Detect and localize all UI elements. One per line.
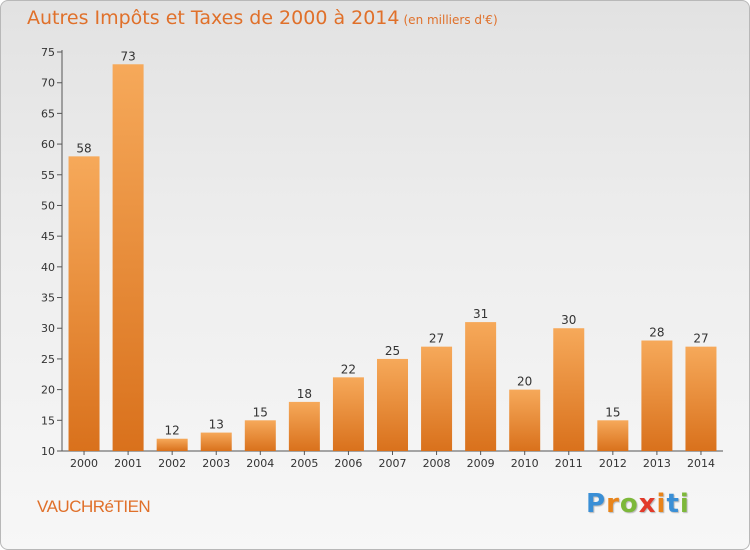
y-tick-label: 65 xyxy=(41,107,55,120)
value-label-2007: 25 xyxy=(385,344,400,358)
x-tick-label-2014: 2014 xyxy=(687,457,715,470)
y-tick-label: 15 xyxy=(41,414,55,427)
logo-letter: r xyxy=(606,489,620,519)
value-label-2013: 28 xyxy=(649,326,664,340)
x-tick-label-2005: 2005 xyxy=(290,457,318,470)
value-label-2000: 58 xyxy=(76,141,91,155)
y-tick-label: 35 xyxy=(41,292,55,305)
logo-letter: o xyxy=(619,489,639,519)
logo-letter: i xyxy=(679,489,690,519)
bar-2005 xyxy=(288,401,320,451)
commune-name: VAUCHRéTIEN xyxy=(37,497,151,516)
y-tick-label: 40 xyxy=(41,261,55,274)
value-label-2011: 30 xyxy=(561,313,576,327)
chart-title-text: Autres Impôts et Taxes de 2000 à 2014 xyxy=(27,7,400,29)
value-label-2008: 27 xyxy=(429,332,444,346)
x-tick-label-2006: 2006 xyxy=(334,457,362,470)
x-tick-label-2001: 2001 xyxy=(114,457,142,470)
value-label-2004: 15 xyxy=(253,405,268,419)
y-tick-label: 45 xyxy=(41,230,55,243)
bar-2014 xyxy=(685,346,717,451)
bar-2004 xyxy=(244,420,276,451)
chart-bars xyxy=(68,64,717,452)
bar-2006 xyxy=(332,377,364,451)
value-label-2010: 20 xyxy=(517,375,532,389)
value-label-2014: 27 xyxy=(693,332,708,346)
bar-2009 xyxy=(465,322,497,451)
value-label-2012: 15 xyxy=(605,405,620,419)
bar-2002 xyxy=(156,438,188,451)
x-tick-label-2010: 2010 xyxy=(511,457,539,470)
y-tick-label: 50 xyxy=(41,199,55,212)
chart-title: Autres Impôts et Taxes de 2000 à 2014 (en… xyxy=(27,7,498,29)
logo-letter: P xyxy=(586,489,607,519)
logo-letter: i xyxy=(656,489,667,519)
logo-letter: x xyxy=(638,489,657,519)
bar-2012 xyxy=(597,420,629,451)
value-label-2002: 12 xyxy=(165,424,180,438)
x-tick-label-2013: 2013 xyxy=(643,457,671,470)
x-tick-label-2003: 2003 xyxy=(202,457,230,470)
y-tick-label: 25 xyxy=(41,353,55,366)
y-tick-label: 30 xyxy=(41,322,55,335)
y-tick-label: 20 xyxy=(41,384,55,397)
bar-2010 xyxy=(509,389,541,451)
chart-unit: (en milliers d'€) xyxy=(403,13,498,27)
value-label-2006: 22 xyxy=(341,362,356,376)
bar-2013 xyxy=(641,340,673,451)
bar-2000 xyxy=(68,156,100,451)
value-label-2005: 18 xyxy=(297,387,312,401)
x-tick-label-2009: 2009 xyxy=(467,457,495,470)
x-tick-label-2011: 2011 xyxy=(555,457,583,470)
bar-2001 xyxy=(112,64,144,452)
y-tick-label: 55 xyxy=(41,169,55,182)
y-tick-label: 70 xyxy=(41,77,55,90)
y-tick-label: 10 xyxy=(41,445,55,458)
logo-letter: t xyxy=(666,489,680,519)
value-label-2009: 31 xyxy=(473,307,488,321)
bar-2008 xyxy=(421,346,453,451)
x-tick-label-2008: 2008 xyxy=(423,457,451,470)
y-tick-label: 60 xyxy=(41,138,55,151)
proxiti-logo: Proxiti xyxy=(586,489,690,519)
x-tick-label-2000: 2000 xyxy=(70,457,98,470)
bar-2007 xyxy=(377,358,408,451)
bar-2011 xyxy=(553,328,585,451)
x-tick-label-2002: 2002 xyxy=(158,457,186,470)
x-tick-label-2012: 2012 xyxy=(599,457,627,470)
y-tick-label: 75 xyxy=(41,46,55,59)
x-tick-label-2004: 2004 xyxy=(246,457,274,470)
value-label-2003: 13 xyxy=(209,418,224,432)
x-tick-label-2007: 2007 xyxy=(379,457,407,470)
bar-2003 xyxy=(200,432,232,451)
chart-labels: 58 2000 73 2001 12 2002 13 2003 15 2004 18 2005 22 20… xyxy=(70,49,715,470)
value-label-2001: 73 xyxy=(120,49,135,63)
